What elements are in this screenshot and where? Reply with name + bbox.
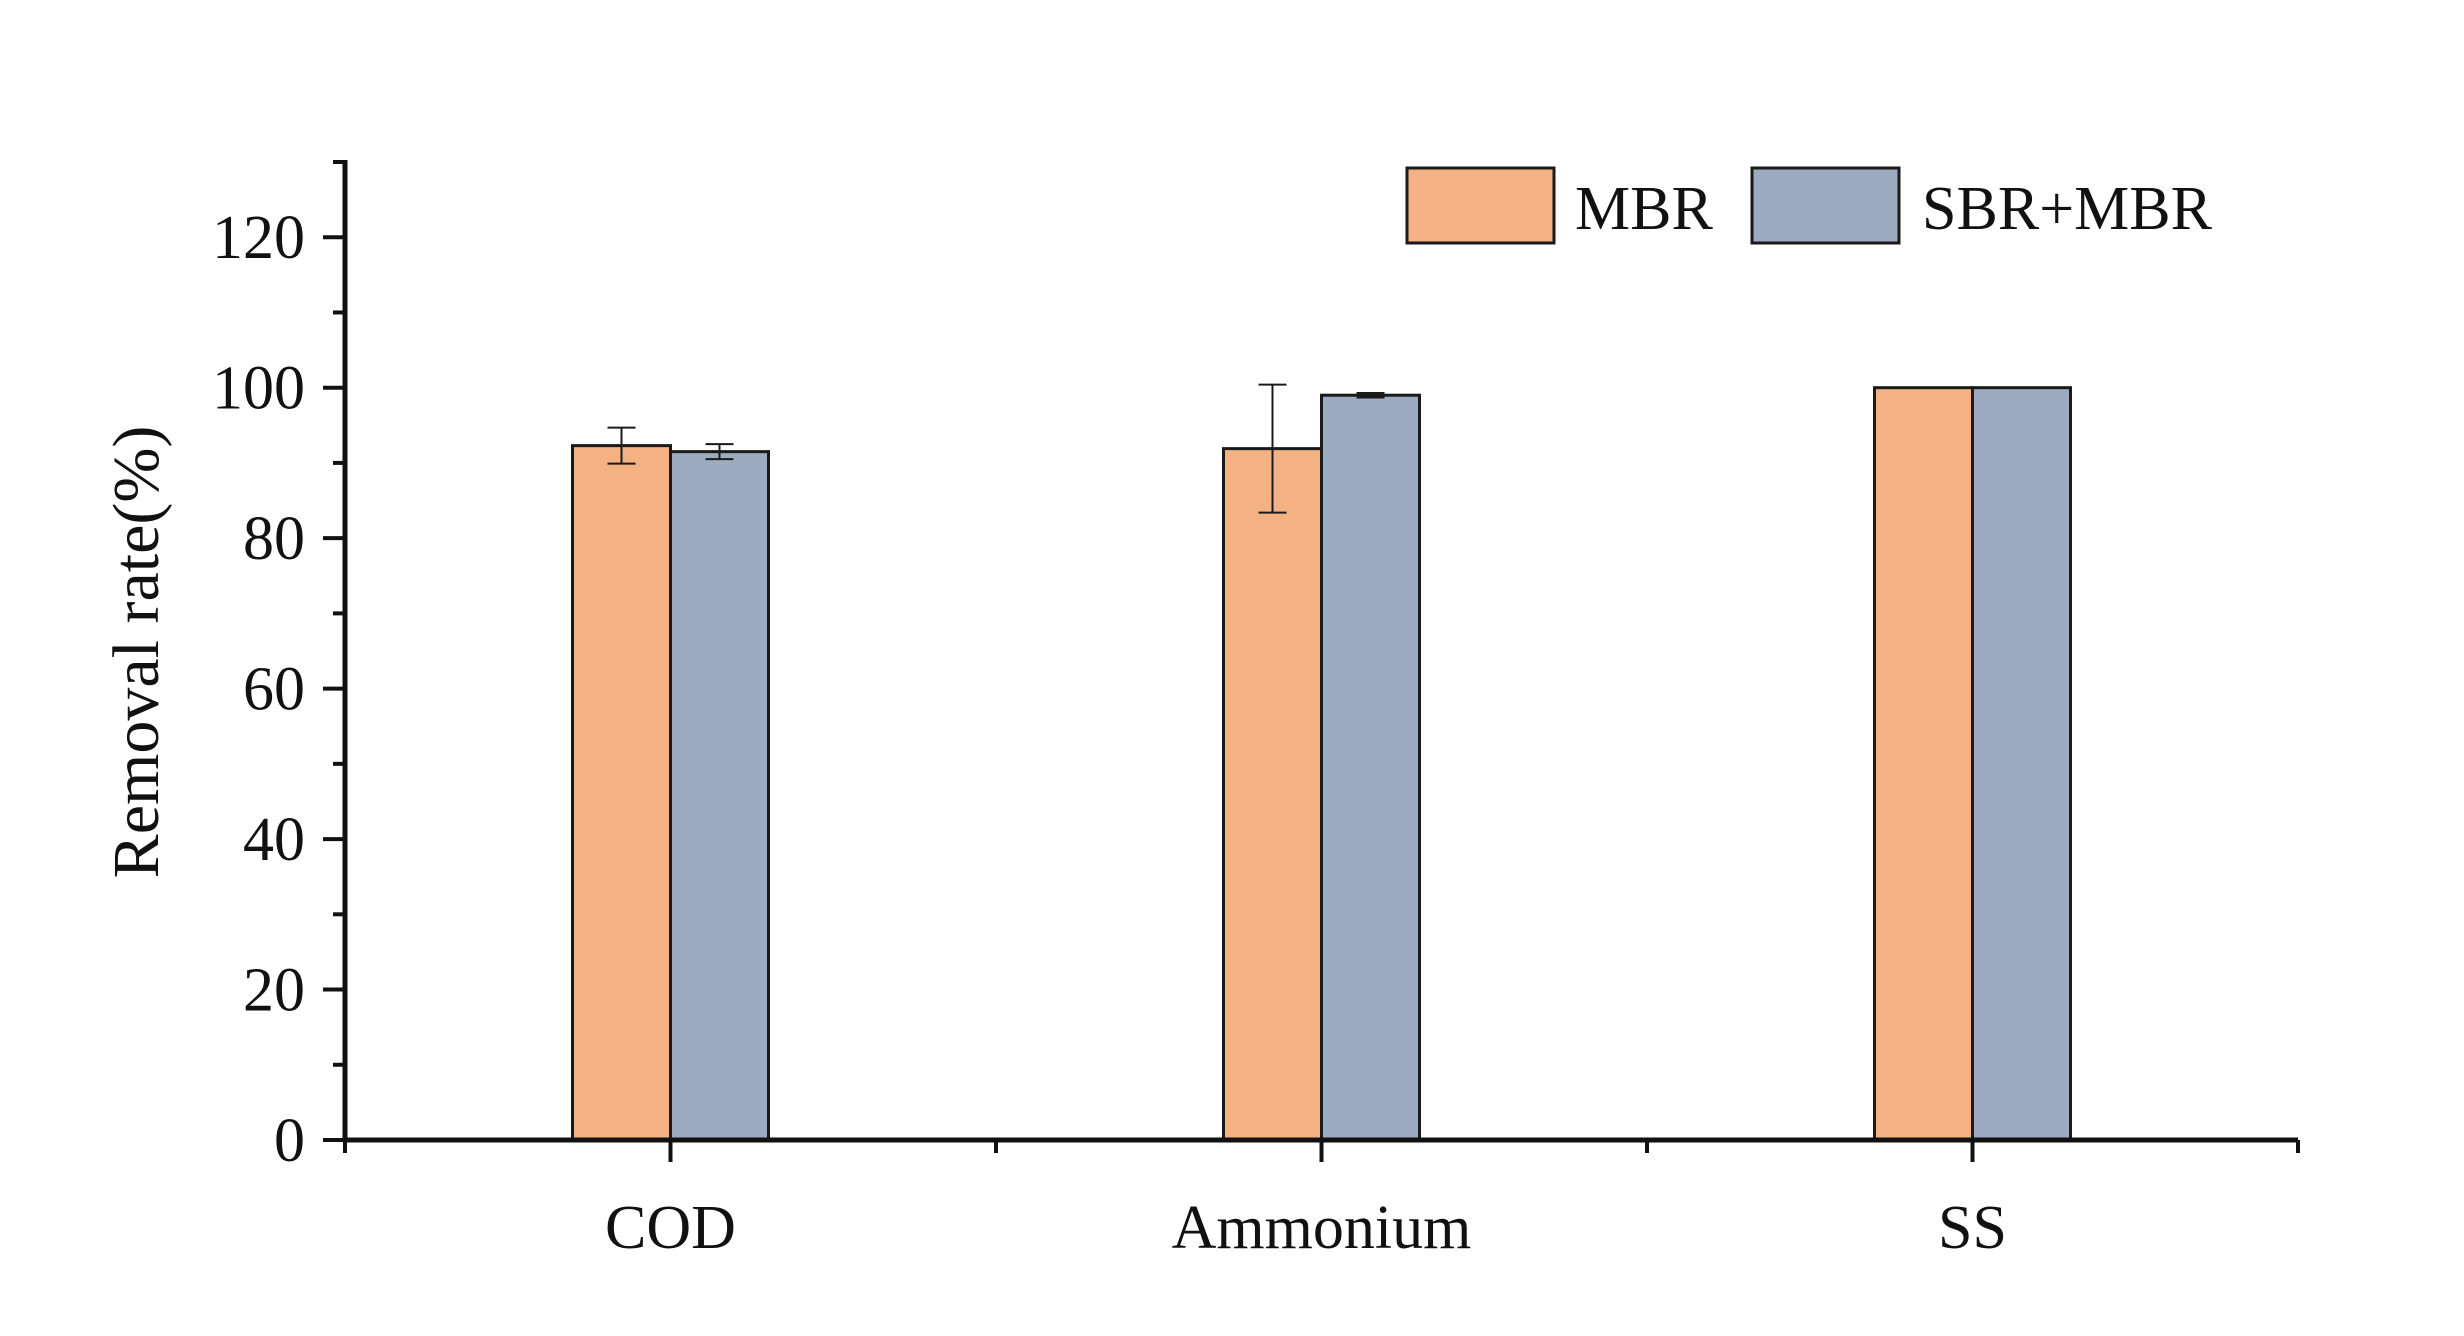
x-tick-label-ss: SS xyxy=(1938,1194,2007,1262)
x-tick-label-cod: COD xyxy=(605,1194,736,1262)
bar-sbr-mbr-cod xyxy=(669,450,770,1142)
axes-layer: 0 20 40 60 80 100 120 COD Ammonium SS xyxy=(212,160,2300,1262)
y-axis-title: Removal rate(%) xyxy=(100,426,173,879)
y-tick-label-60: 60 xyxy=(243,656,305,724)
bar-mbr-ss xyxy=(1873,386,1974,1142)
y-tick-label-120: 120 xyxy=(212,204,305,272)
legend: MBR SBR+MBR xyxy=(1405,166,2213,245)
y-tick-label-100: 100 xyxy=(212,355,305,423)
y-tick-label-80: 80 xyxy=(243,505,305,573)
legend-label-sbr-mbr: SBR+MBR xyxy=(1922,175,2213,243)
x-tick-label-ammonium: Ammonium xyxy=(1172,1194,1472,1262)
error-bars-layer xyxy=(607,383,1385,514)
legend-swatch-mbr xyxy=(1405,166,1556,245)
legend-swatch-sbr-mbr xyxy=(1750,166,1901,245)
y-tick-label-20: 20 xyxy=(243,957,305,1025)
bar-sbr-mbr-ss xyxy=(1971,386,2072,1142)
bar-mbr-cod xyxy=(571,444,672,1142)
bars-layer xyxy=(571,386,2072,1142)
y-tick-label-40: 40 xyxy=(243,806,305,874)
y-tick-label-0: 0 xyxy=(274,1107,305,1175)
bar-sbr-mbr-ammonium xyxy=(1320,393,1421,1142)
legend-label-mbr: MBR xyxy=(1575,175,1713,243)
bar-mbr-ammonium xyxy=(1222,447,1323,1142)
